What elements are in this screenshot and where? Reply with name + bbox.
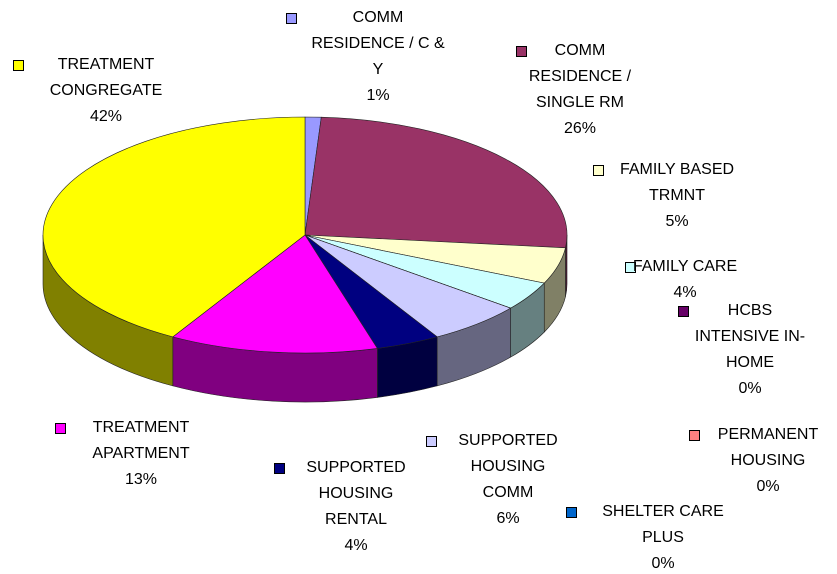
- legend-key: [625, 262, 636, 273]
- value-label: 1%: [366, 87, 390, 104]
- category-label: COMM RESIDENCE / C & Y: [311, 9, 445, 78]
- value-label: 0%: [738, 380, 762, 397]
- slice-label: FAMILY BASED TRMNT 5%: [597, 157, 757, 235]
- legend-key: [593, 165, 604, 176]
- slice-label: SHELTER CARE PLUS 0%: [588, 499, 738, 574]
- slice-label: FAMILY CARE 4%: [625, 254, 745, 306]
- legend-key: [426, 436, 437, 447]
- value-label: 5%: [665, 213, 689, 230]
- legend-key: [13, 60, 24, 71]
- slice-label: HCBS INTENSIVE IN-HOME 0%: [685, 298, 815, 402]
- value-label: 4%: [344, 537, 368, 554]
- legend-key: [689, 430, 700, 441]
- legend-key: [274, 463, 285, 474]
- slice-label: SUPPORTED HOUSING RENTAL 4%: [299, 455, 414, 559]
- category-label: SUPPORTED HOUSING COMM: [458, 432, 558, 501]
- value-label: 6%: [496, 510, 520, 527]
- category-label: PERMANENT HOUSING: [717, 426, 819, 469]
- category-label: COMM RESIDENCE / SINGLE RM: [528, 42, 632, 111]
- slice-label: SUPPORTED HOUSING COMM 6%: [451, 428, 566, 532]
- value-label: 42%: [89, 108, 123, 125]
- legend-key: [55, 423, 66, 434]
- legend-key: [678, 306, 689, 317]
- pie-slice: [42, 116, 306, 338]
- pie-slice: [304, 116, 568, 249]
- value-label: 0%: [651, 555, 675, 572]
- slice-label: COMM RESIDENCE / C & Y 1%: [308, 5, 448, 109]
- category-label: FAMILY BASED TRMNT: [619, 161, 735, 204]
- value-label: 0%: [756, 478, 780, 495]
- slice-label: TREATMENT APARTMENT 13%: [71, 415, 211, 493]
- value-label: 26%: [563, 120, 597, 137]
- category-label: FAMILY CARE: [632, 258, 738, 275]
- legend-key: [286, 13, 297, 24]
- pie-slice: [172, 234, 378, 354]
- slice-label: PERMANENT HOUSING 0%: [703, 422, 833, 500]
- category-label: TREATMENT APARTMENT: [92, 419, 190, 462]
- category-label: SUPPORTED HOUSING RENTAL: [306, 459, 406, 528]
- legend-key: [566, 507, 577, 518]
- value-label: 13%: [124, 471, 158, 488]
- slice-label: COMM RESIDENCE / SINGLE RM 26%: [515, 38, 645, 142]
- category-label: HCBS INTENSIVE IN-HOME: [694, 302, 806, 371]
- value-label: 4%: [673, 284, 697, 301]
- slice-label: TREATMENT CONGREGATE 42%: [36, 52, 176, 130]
- legend-key: [516, 46, 527, 57]
- category-label: TREATMENT CONGREGATE: [49, 56, 163, 99]
- category-label: SHELTER CARE PLUS: [602, 503, 724, 546]
